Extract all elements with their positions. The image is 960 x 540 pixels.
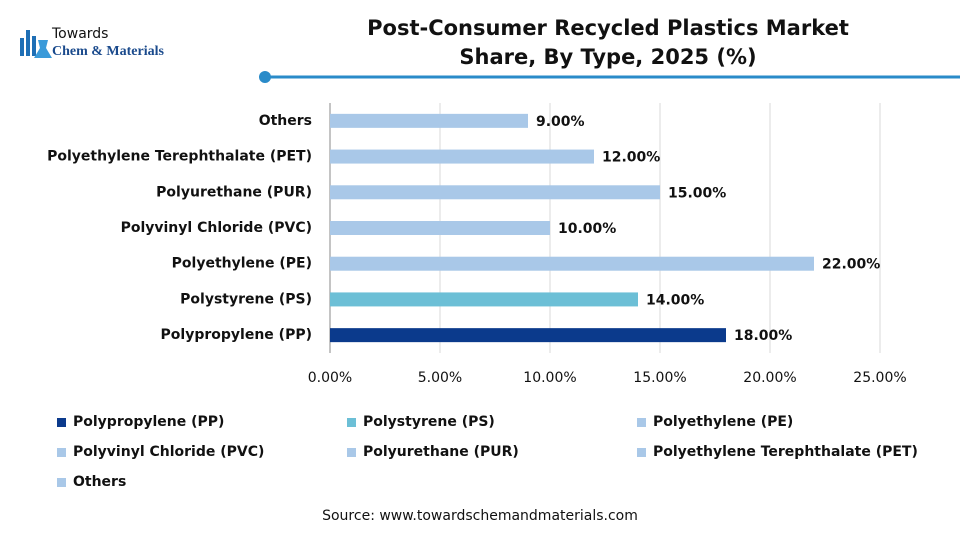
legend-item: Others [57,474,126,490]
y-tick-label: Polyethylene Terephthalate (PET) [47,149,312,165]
logo-brand: Chem & Materials [52,44,165,59]
x-tick-label: 10.00% [523,370,576,386]
value-label: 14.00% [646,292,704,308]
value-label: 22.00% [822,257,880,273]
bar [330,149,594,164]
value-label: 18.00% [734,328,792,344]
legend-swatch [57,447,66,457]
legend-swatch [347,447,356,457]
x-tick-label: 20.00% [743,370,796,386]
legend-label: Polyvinyl Chloride (PVC) [73,444,265,460]
legend-item: Polystyrene (PS) [347,414,495,430]
legend-swatch [347,417,356,427]
x-tick-label: 5.00% [418,370,462,386]
legend-swatch [637,417,646,427]
legend-item: Polyvinyl Chloride (PVC) [57,444,264,460]
value-label: 12.00% [602,150,660,166]
chart-title: Post-Consumer Recycled Plastics Market S… [367,16,849,69]
logo-top: Towards [51,26,108,42]
legend-label: Polyethylene Terephthalate (PET) [653,444,918,460]
legend-item: Polyethylene (PE) [637,414,793,430]
value-label: 15.00% [668,185,726,201]
value-label: 10.00% [558,221,616,237]
y-tick-label: Polypropylene (PP) [161,327,312,343]
legend-swatch [57,417,66,427]
y-tick-label: Polyurethane (PUR) [156,184,312,200]
legend-label: Others [73,474,127,490]
value-label: 9.00% [536,114,585,130]
header-dot [259,71,271,83]
y-tick-label: Polyvinyl Chloride (PVC) [121,220,312,236]
legend-label: Polyethylene (PE) [653,414,794,430]
x-tick-label: 0.00% [308,370,352,386]
bar [330,328,726,343]
bar [330,221,550,235]
legend-label: Polystyrene (PS) [363,414,495,430]
legend-item: Polyurethane (PUR) [347,444,519,460]
bar [330,185,660,200]
y-tick-label: Others [259,113,312,129]
bar [330,113,528,128]
bar [330,256,814,271]
source: Source: www.towardschemandmaterials.com [322,508,638,524]
x-tick-label: 15.00% [633,370,686,386]
bar [330,292,638,307]
logo-icon [20,30,52,58]
legend-swatch [57,477,66,487]
x-tick-label: 25.00% [853,370,906,386]
legend-item: Polyethylene Terephthalate (PET) [637,444,918,460]
legend-label: Polypropylene (PP) [73,414,225,430]
legend-label: Polyurethane (PUR) [363,444,519,460]
legend-swatch [637,447,646,457]
legend-item: Polypropylene (PP) [57,414,224,430]
y-tick-label: Polyethylene (PE) [172,256,312,272]
y-tick-label: Polystyrene (PS) [180,291,312,307]
